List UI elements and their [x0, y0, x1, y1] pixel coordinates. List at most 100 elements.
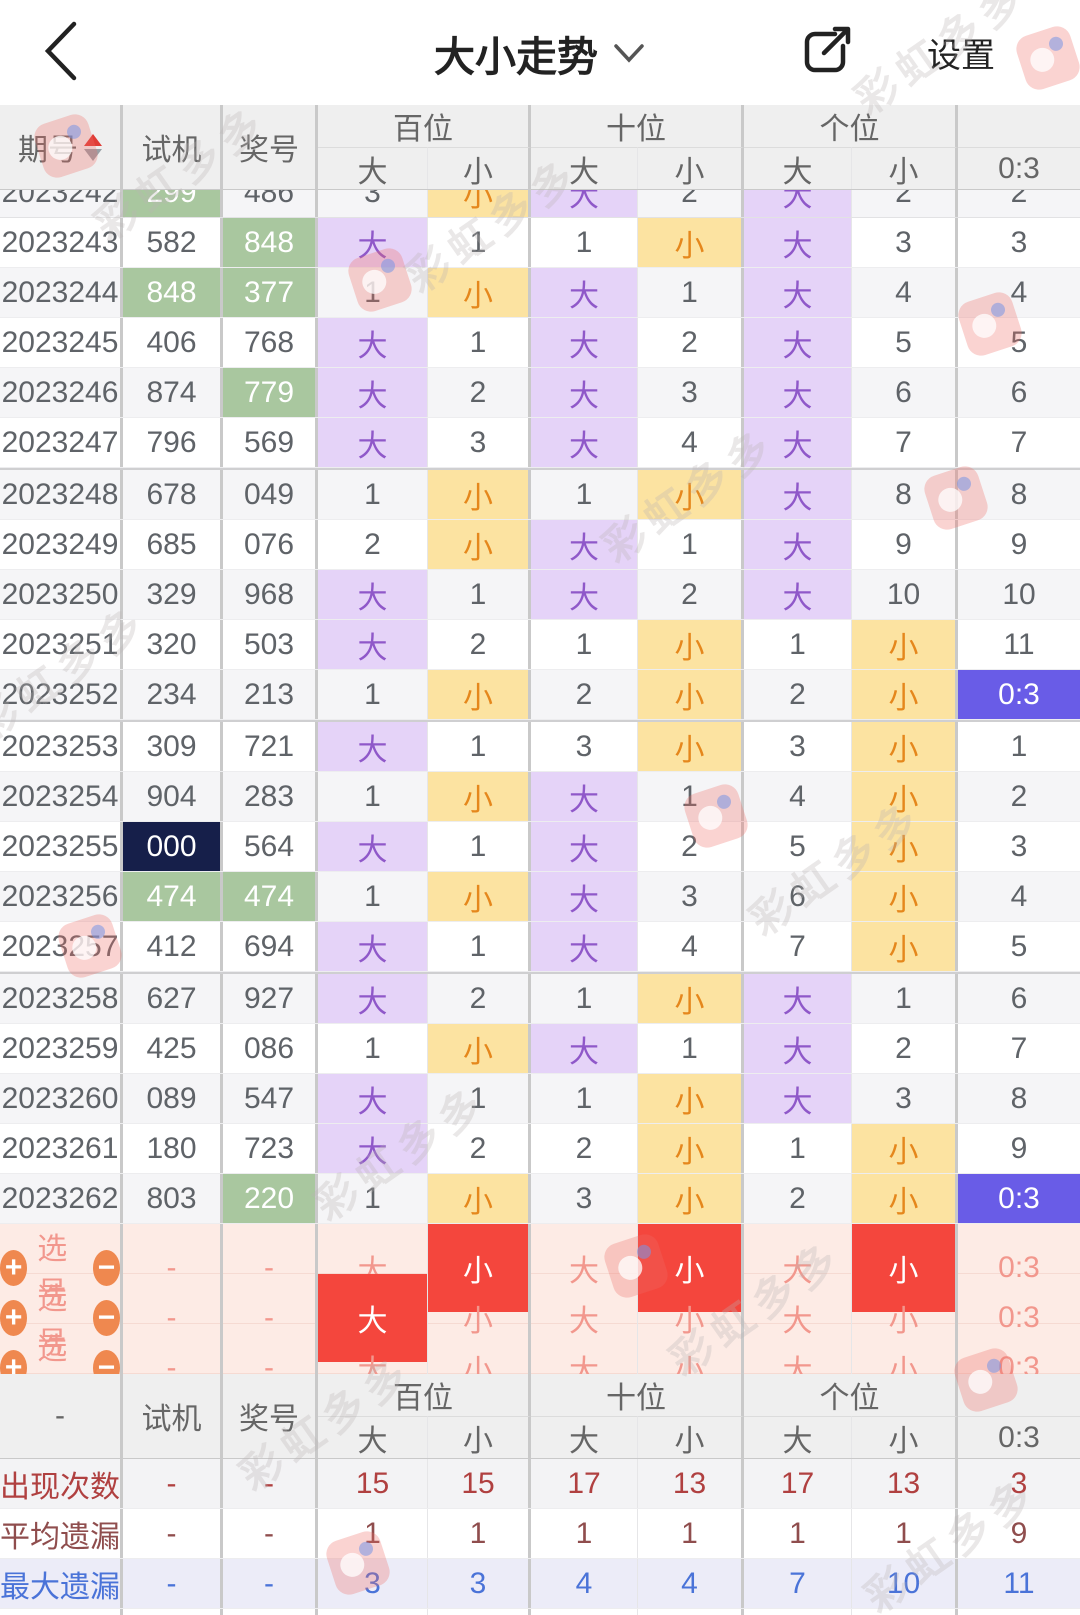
test-cell: 796: [123, 418, 223, 467]
small-cell: 小: [428, 1174, 531, 1223]
summary-value-cell: 1: [852, 1509, 958, 1558]
small-cell: 2: [638, 822, 744, 871]
add-pick-button[interactable]: +: [0, 1250, 28, 1286]
big-cell: 1: [318, 470, 428, 519]
small-subheader: 小: [638, 1416, 744, 1458]
pick-test-cell: -: [123, 1274, 223, 1362]
trend-row: 2023257 412 694 大 1 大 4 7 小 5: [0, 922, 1080, 972]
remove-pick-button[interactable]: −: [92, 1300, 120, 1336]
pick-big-cell[interactable]: 大: [744, 1224, 852, 1312]
chevron-down-icon: [614, 43, 644, 63]
add-pick-button[interactable]: +: [0, 1300, 28, 1336]
big-cell: 大: [744, 1074, 852, 1123]
small-cell: 6: [852, 368, 958, 417]
small-cell: 1: [638, 1024, 744, 1073]
small-cell: 8: [852, 470, 958, 519]
prize-cell: 213: [223, 670, 318, 719]
test-cell: 309: [123, 722, 223, 771]
summary-row: 出现次数 - -15 15 17 13 17 13 3: [0, 1459, 1080, 1509]
group-header-1: 百位: [318, 105, 531, 147]
test-cell: 678: [123, 470, 223, 519]
big-cell: 6: [744, 872, 852, 921]
prize-cell: 049: [223, 470, 318, 519]
big-cell: 1: [531, 620, 638, 669]
settings-button[interactable]: 设置: [927, 37, 995, 75]
prize-cell: 694: [223, 922, 318, 971]
pick-small-cell[interactable]: 小: [852, 1274, 958, 1362]
prize-column-header: 奖号: [223, 1374, 318, 1458]
top-bar: 大小走势 设置: [0, 0, 1080, 105]
back-button[interactable]: [38, 18, 84, 84]
small-cell: 3: [638, 872, 744, 921]
pick-small-cell[interactable]: 小: [428, 1224, 531, 1312]
test-cell: 299: [123, 190, 223, 217]
prize-cell: 486: [223, 190, 318, 217]
big-cell: 大: [531, 872, 638, 921]
title-dropdown[interactable]: 大小走势: [0, 0, 1080, 105]
small-cell: 1: [428, 570, 531, 619]
prize-cell: 968: [223, 570, 318, 619]
small-cell: 9: [852, 520, 958, 569]
issue-cell: 2023242: [0, 190, 123, 217]
prize-cell: 086: [223, 1024, 318, 1073]
pick-ratio-cell[interactable]: 0:3: [998, 1301, 1040, 1334]
big-cell: 大: [744, 368, 852, 417]
small-cell: 小: [638, 470, 744, 519]
pick-small-cell[interactable]: 小: [428, 1274, 531, 1362]
sort-asc-icon: [84, 133, 102, 146]
big-cell: 2: [744, 1174, 852, 1223]
trend-row: 2023251 320 503 大 2 1 小 1 小 11: [0, 620, 1080, 670]
trend-row: 2023247 796 569 大 3 大 4 大 7 7: [0, 418, 1080, 468]
small-cell: 1: [638, 520, 744, 569]
big-cell: 大: [318, 974, 428, 1023]
pick-label-text: 选号: [37, 1283, 68, 1360]
pick-small-cell[interactable]: 小: [638, 1274, 744, 1362]
prize-cell: 076: [223, 520, 318, 569]
summary-label: 最大遗漏: [0, 1559, 123, 1608]
pick-prize-cell: -: [223, 1324, 318, 1412]
small-cell: 4: [852, 268, 958, 317]
pick-test-cell: -: [123, 1324, 223, 1412]
small-cell: 1: [428, 318, 531, 367]
issue-cell: 2023246: [0, 368, 123, 417]
pick-small-cell[interactable]: 小: [852, 1224, 958, 1312]
summary-value-cell: 7: [744, 1559, 852, 1608]
pick-big-cell[interactable]: 大: [318, 1274, 428, 1362]
summary-value-cell: 1: [428, 1509, 531, 1558]
small-cell: 2: [428, 368, 531, 417]
test-cell: 000: [123, 822, 223, 871]
small-cell: 1: [852, 974, 958, 1023]
trend-row: 2023255 000 564 大 1 大 2 5 小 3: [0, 822, 1080, 872]
small-cell: 2: [428, 974, 531, 1023]
trend-row: 2023244 848 377 1 小大 1 大 4 4: [0, 268, 1080, 318]
small-cell: 小: [428, 772, 531, 821]
summary-value-cell: 3: [638, 1609, 744, 1615]
sort-desc-icon: [84, 148, 102, 161]
share-button[interactable]: [797, 22, 855, 80]
big-cell: 1: [531, 1074, 638, 1123]
big-cell: 1: [531, 974, 638, 1023]
test-column-header: 试机: [123, 1374, 223, 1458]
remove-pick-button[interactable]: −: [92, 1250, 120, 1286]
small-cell: 小: [852, 670, 958, 719]
small-cell: 2: [852, 1024, 958, 1073]
group-header-2: 十位: [531, 1374, 744, 1416]
summary-value-cell: 11: [1003, 1566, 1035, 1600]
pick-ratio-cell[interactable]: 0:3: [998, 1251, 1040, 1284]
big-cell: 大: [744, 570, 852, 619]
small-cell: 3: [852, 1074, 958, 1123]
big-cell: 大: [744, 218, 852, 267]
ratio-cell: 11: [1003, 627, 1035, 661]
big-cell: 大: [531, 190, 638, 217]
trend-row: 2023256 474 474 1 小大 3 6 小 4: [0, 872, 1080, 922]
pick-big-cell[interactable]: 大: [744, 1274, 852, 1362]
small-cell: 3: [638, 368, 744, 417]
ratio-cell: 7: [1010, 1031, 1028, 1065]
ratio-cell: 3: [1010, 829, 1028, 863]
summary-value-cell: 3: [428, 1609, 531, 1615]
pick-big-cell[interactable]: 大: [531, 1224, 638, 1312]
pick-small-cell[interactable]: 小: [638, 1224, 744, 1312]
pick-big-cell[interactable]: 大: [531, 1274, 638, 1362]
issue-sort-header[interactable]: 期号: [0, 105, 123, 189]
